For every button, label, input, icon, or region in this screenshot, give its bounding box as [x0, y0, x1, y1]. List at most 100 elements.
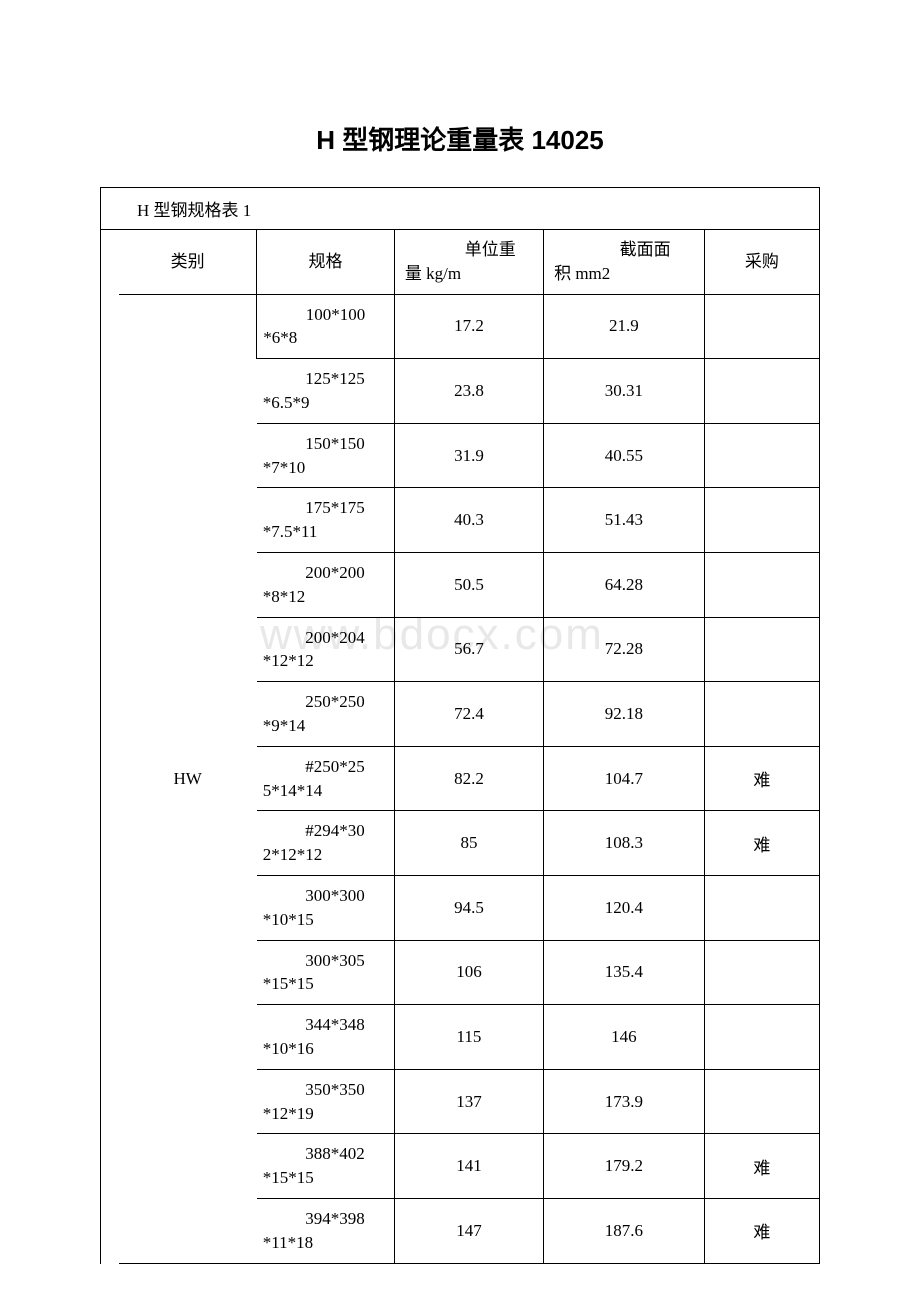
- area-cell: 104.7: [544, 746, 705, 811]
- spec-line2: *9*14: [263, 716, 306, 735]
- table-wrap: 类别 规格 单位重 量 kg/m 截面面 积 mm2 采购 HW100*100*…: [101, 230, 819, 1264]
- spec-line2: *15*15: [263, 1168, 314, 1187]
- procurement-cell: [704, 359, 819, 424]
- spec-line2: *15*15: [263, 974, 314, 993]
- procurement-cell: [704, 552, 819, 617]
- spec-line1: 300*300: [263, 884, 388, 908]
- col-header-area-l2: 积 mm2: [550, 262, 698, 286]
- procurement-cell: [704, 423, 819, 488]
- procurement-cell: 难: [704, 811, 819, 876]
- spec-cell: 344*348 *10*16: [257, 1005, 395, 1070]
- area-cell: 120.4: [544, 875, 705, 940]
- spec-line1: 350*350: [263, 1078, 388, 1102]
- col-header-category: 类别: [119, 230, 257, 294]
- area-cell: 187.6: [544, 1198, 705, 1263]
- weight-cell: 85: [394, 811, 543, 876]
- spec-line1: 125*125: [263, 367, 388, 391]
- procurement-cell: 难: [704, 1134, 819, 1199]
- area-cell: 146: [544, 1005, 705, 1070]
- weight-cell: 50.5: [394, 552, 543, 617]
- weight-cell: 23.8: [394, 359, 543, 424]
- weight-cell: 31.9: [394, 423, 543, 488]
- procurement-cell: [704, 617, 819, 682]
- spec-line2: *6.5*9: [263, 393, 310, 412]
- spec-cell: #294*30 2*12*12: [257, 811, 395, 876]
- spec-line1: #294*30: [263, 819, 388, 843]
- table-header-row: 类别 规格 单位重 量 kg/m 截面面 积 mm2 采购: [119, 230, 819, 294]
- spec-line2: *11*18: [263, 1233, 313, 1252]
- area-cell: 21.9: [544, 294, 705, 359]
- area-cell: 135.4: [544, 940, 705, 1005]
- col-header-procurement: 采购: [704, 230, 819, 294]
- area-cell: 173.9: [544, 1069, 705, 1134]
- spec-cell: 200*204*12*12: [257, 617, 395, 682]
- weight-cell: 106: [394, 940, 543, 1005]
- weight-cell: 40.3: [394, 488, 543, 553]
- steel-spec-table: 类别 规格 单位重 量 kg/m 截面面 积 mm2 采购 HW100*100*…: [119, 230, 819, 1264]
- spec-line1: 388*402: [263, 1142, 388, 1166]
- category-cell: HW: [119, 294, 257, 1263]
- weight-cell: 82.2: [394, 746, 543, 811]
- col-header-spec: 规格: [257, 230, 395, 294]
- spec-line2: *7*10: [263, 458, 306, 477]
- spec-cell: #250*25 5*14*14: [257, 746, 395, 811]
- spec-line2: *10*16: [263, 1039, 314, 1058]
- area-cell: 108.3: [544, 811, 705, 876]
- procurement-cell: [704, 940, 819, 1005]
- spec-line1: 100*100: [263, 303, 388, 327]
- area-cell: 179.2: [544, 1134, 705, 1199]
- area-cell: 51.43: [544, 488, 705, 553]
- spec-line2: 2*12*12: [263, 845, 323, 864]
- spec-line2: *6*8: [263, 328, 297, 347]
- area-cell: 64.28: [544, 552, 705, 617]
- spec-line1: 175*175: [263, 496, 388, 520]
- table-subtitle: H 型钢规格表 1: [101, 188, 819, 230]
- spec-line2: *10*15: [263, 910, 314, 929]
- weight-cell: 56.7: [394, 617, 543, 682]
- procurement-cell: [704, 1069, 819, 1134]
- page-content: H 型钢理论重量表 14025 H 型钢规格表 1 类别 规格 单位重 量 kg…: [100, 120, 820, 1264]
- table-container: H 型钢规格表 1 类别 规格 单位重 量 kg/m: [100, 187, 820, 1264]
- weight-cell: 94.5: [394, 875, 543, 940]
- area-cell: 72.28: [544, 617, 705, 682]
- procurement-cell: [704, 1005, 819, 1070]
- spec-line1: 200*200: [263, 561, 388, 585]
- spec-cell: 150*150*7*10: [257, 423, 395, 488]
- spec-cell: 250*250 *9*14: [257, 682, 395, 747]
- spec-cell: 350*350 *12*19: [257, 1069, 395, 1134]
- spec-line1: 344*348: [263, 1013, 388, 1037]
- area-cell: 30.31: [544, 359, 705, 424]
- spec-cell: 175*175 *7.5*11: [257, 488, 395, 553]
- procurement-cell: 难: [704, 1198, 819, 1263]
- spec-line2: *8*12: [263, 587, 306, 606]
- spec-line1: #250*25: [263, 755, 388, 779]
- procurement-cell: [704, 488, 819, 553]
- weight-cell: 141: [394, 1134, 543, 1199]
- spec-line1: 200*204: [263, 626, 388, 650]
- procurement-cell: [704, 294, 819, 359]
- weight-cell: 137: [394, 1069, 543, 1134]
- area-cell: 40.55: [544, 423, 705, 488]
- spec-cell: 394*398*11*18: [257, 1198, 395, 1263]
- weight-cell: 115: [394, 1005, 543, 1070]
- spec-cell: 200*200 *8*12: [257, 552, 395, 617]
- spec-cell: 300*300 *10*15: [257, 875, 395, 940]
- spec-line2: *7.5*11: [263, 522, 318, 541]
- col-header-area-l1: 截面面: [550, 238, 698, 262]
- spec-cell: 300*305*15*15: [257, 940, 395, 1005]
- spec-line2: *12*19: [263, 1104, 314, 1123]
- col-header-weight-l2: 量 kg/m: [401, 262, 537, 286]
- page-title: H 型钢理论重量表 14025: [100, 120, 820, 157]
- spec-line2: 5*14*14: [263, 781, 323, 800]
- procurement-cell: [704, 875, 819, 940]
- weight-cell: 17.2: [394, 294, 543, 359]
- weight-cell: 72.4: [394, 682, 543, 747]
- table-row: HW100*100*6*817.221.9: [119, 294, 819, 359]
- spec-line2: *12*12: [263, 651, 314, 670]
- spec-line1: 250*250: [263, 690, 388, 714]
- col-header-weight-l1: 单位重: [401, 238, 537, 262]
- procurement-cell: 难: [704, 746, 819, 811]
- area-cell: 92.18: [544, 682, 705, 747]
- weight-cell: 147: [394, 1198, 543, 1263]
- procurement-cell: [704, 682, 819, 747]
